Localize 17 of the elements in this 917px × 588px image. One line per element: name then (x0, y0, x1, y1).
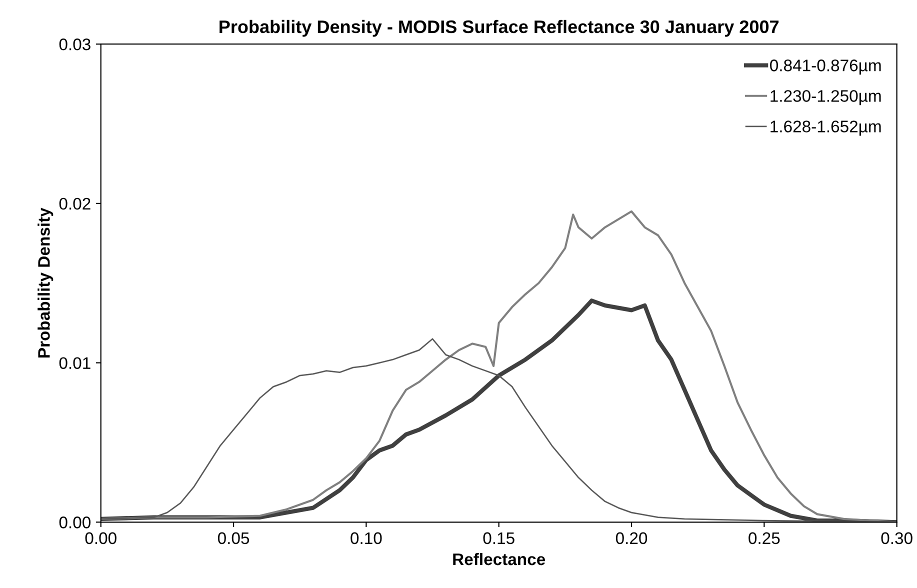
legend-label: 1.230-1.250µm (770, 90, 881, 106)
x-tick-label: 0.25 (748, 532, 780, 544)
y-tick-label: 0.03 (59, 38, 90, 50)
x-axis-title: Reflectance (453, 552, 546, 566)
y-tick-label: 0.00 (59, 516, 90, 528)
x-tick-label: 0.15 (483, 532, 514, 544)
x-tick-label: 0.10 (350, 532, 382, 544)
x-tick-label: 0.05 (218, 532, 250, 544)
legend-label: 0.841-0.876µm (770, 60, 881, 75)
x-tick-label: 0.30 (881, 532, 912, 544)
legend-label: 1.628-1.652µm (770, 120, 881, 136)
y-tick-label: 0.02 (59, 198, 90, 210)
x-tick-label: 0.20 (616, 532, 648, 544)
y-axis-title: Probability Density (38, 208, 54, 358)
y-tick-label: 0.01 (59, 357, 90, 369)
chart-title: Probability Density - MODIS Surface Reflectance 30 January 2007 (220, 20, 779, 37)
x-tick-label: 0.00 (85, 532, 116, 544)
